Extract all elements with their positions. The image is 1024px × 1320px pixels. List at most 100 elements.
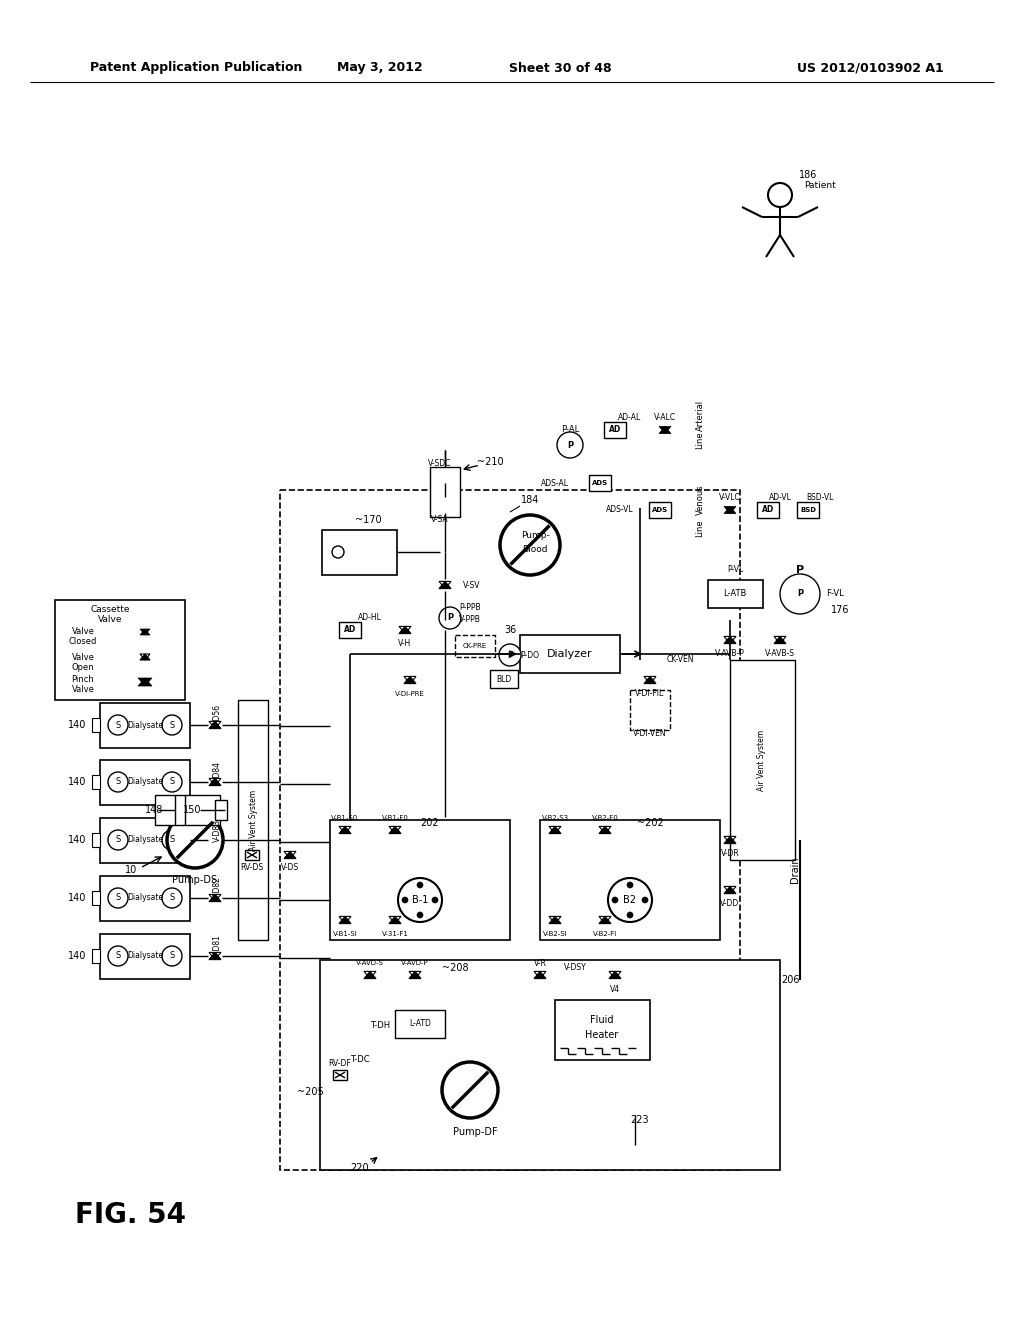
Bar: [319, 960, 780, 1170]
Text: T-DC: T-DC: [350, 1056, 370, 1064]
Text: S: S: [169, 777, 175, 787]
Circle shape: [398, 878, 442, 921]
Polygon shape: [724, 887, 736, 894]
Polygon shape: [549, 916, 561, 924]
Text: V-AVD-P: V-AVD-P: [401, 960, 429, 966]
Polygon shape: [644, 717, 656, 723]
Bar: [540, 820, 720, 940]
Text: P: P: [446, 614, 453, 623]
Polygon shape: [644, 676, 656, 684]
Text: CK-VEN: CK-VEN: [667, 656, 693, 664]
Polygon shape: [140, 653, 150, 660]
Text: Cassette: Cassette: [90, 606, 130, 615]
Bar: [155, 795, 220, 825]
Text: Dialysate: Dialysate: [127, 836, 163, 845]
Text: Line: Line: [695, 432, 705, 449]
Text: Pinch: Pinch: [72, 675, 94, 684]
Polygon shape: [339, 826, 351, 834]
Text: P-PPB: P-PPB: [459, 603, 481, 612]
Circle shape: [608, 878, 652, 921]
Circle shape: [108, 888, 128, 908]
Text: Pump-: Pump-: [520, 531, 549, 540]
Text: 140: 140: [68, 894, 86, 903]
Text: RV-DF: RV-DF: [329, 1059, 351, 1068]
Polygon shape: [140, 653, 150, 660]
Bar: [100, 935, 190, 979]
Bar: [92, 891, 100, 906]
Text: ~208: ~208: [441, 964, 468, 973]
Text: V-DD: V-DD: [720, 899, 739, 908]
Circle shape: [442, 1063, 498, 1118]
Text: Fluid: Fluid: [590, 1015, 613, 1026]
Text: 140: 140: [68, 836, 86, 845]
Bar: [339, 622, 361, 638]
Bar: [520, 635, 620, 673]
Polygon shape: [549, 916, 561, 924]
Text: AD: AD: [762, 506, 774, 515]
Circle shape: [162, 715, 182, 735]
Text: V-H: V-H: [398, 639, 412, 648]
Text: 223: 223: [631, 1115, 649, 1125]
Bar: [330, 820, 510, 940]
Text: CK-PRE: CK-PRE: [463, 643, 487, 649]
Circle shape: [627, 912, 633, 917]
Text: Patent Application Publication: Patent Application Publication: [90, 62, 302, 74]
Polygon shape: [438, 471, 452, 479]
Bar: [100, 760, 190, 805]
Text: V-SDC: V-SDC: [428, 458, 452, 467]
Text: ~170: ~170: [354, 515, 381, 525]
Polygon shape: [659, 426, 671, 433]
Text: V-VLC: V-VLC: [719, 494, 741, 503]
Polygon shape: [534, 972, 546, 978]
Text: F-VL: F-VL: [826, 590, 844, 598]
Circle shape: [108, 772, 128, 792]
Text: AD-AL: AD-AL: [618, 413, 642, 422]
Bar: [92, 949, 100, 964]
Text: T-DH: T-DH: [370, 1020, 390, 1030]
Polygon shape: [404, 676, 416, 684]
Polygon shape: [138, 678, 152, 686]
Text: Dialysate: Dialysate: [127, 721, 163, 730]
Text: P-VL: P-VL: [727, 565, 743, 573]
Circle shape: [432, 898, 438, 903]
Text: ADS-AL: ADS-AL: [541, 479, 569, 487]
Text: ~205: ~205: [297, 1086, 324, 1097]
Polygon shape: [599, 826, 611, 834]
Circle shape: [627, 882, 633, 888]
Text: 186: 186: [799, 170, 817, 180]
Text: ~210: ~210: [477, 457, 504, 467]
Text: B-1: B-1: [412, 895, 428, 906]
Polygon shape: [644, 717, 656, 723]
Bar: [589, 475, 611, 491]
Text: V-D82: V-D82: [213, 876, 221, 899]
Bar: [630, 690, 670, 730]
Text: V-DSY: V-DSY: [563, 964, 587, 973]
Polygon shape: [409, 972, 421, 978]
Text: V-D56: V-D56: [213, 704, 221, 726]
Circle shape: [108, 715, 128, 735]
Text: May 3, 2012: May 3, 2012: [337, 62, 423, 74]
Text: ADS-VL: ADS-VL: [606, 506, 634, 515]
Polygon shape: [364, 972, 376, 978]
Text: FIG. 54: FIG. 54: [75, 1201, 186, 1229]
Polygon shape: [724, 837, 736, 843]
Text: S: S: [116, 721, 121, 730]
Text: P-AL: P-AL: [561, 425, 580, 434]
Text: V-SA: V-SA: [431, 515, 449, 524]
Circle shape: [557, 432, 583, 458]
Bar: [55, 601, 185, 700]
Circle shape: [417, 912, 423, 917]
Text: V-D81: V-D81: [213, 935, 221, 957]
Polygon shape: [140, 630, 150, 635]
Text: 220: 220: [350, 1163, 370, 1173]
Polygon shape: [339, 826, 351, 834]
Polygon shape: [404, 676, 416, 684]
Polygon shape: [389, 916, 401, 924]
Text: 140: 140: [68, 950, 86, 961]
Bar: [100, 704, 190, 748]
Text: V-B1-SI: V-B1-SI: [333, 931, 357, 937]
Text: Valve: Valve: [72, 685, 94, 693]
Circle shape: [499, 644, 521, 667]
Text: V-ALC: V-ALC: [654, 413, 676, 422]
Polygon shape: [644, 676, 656, 684]
